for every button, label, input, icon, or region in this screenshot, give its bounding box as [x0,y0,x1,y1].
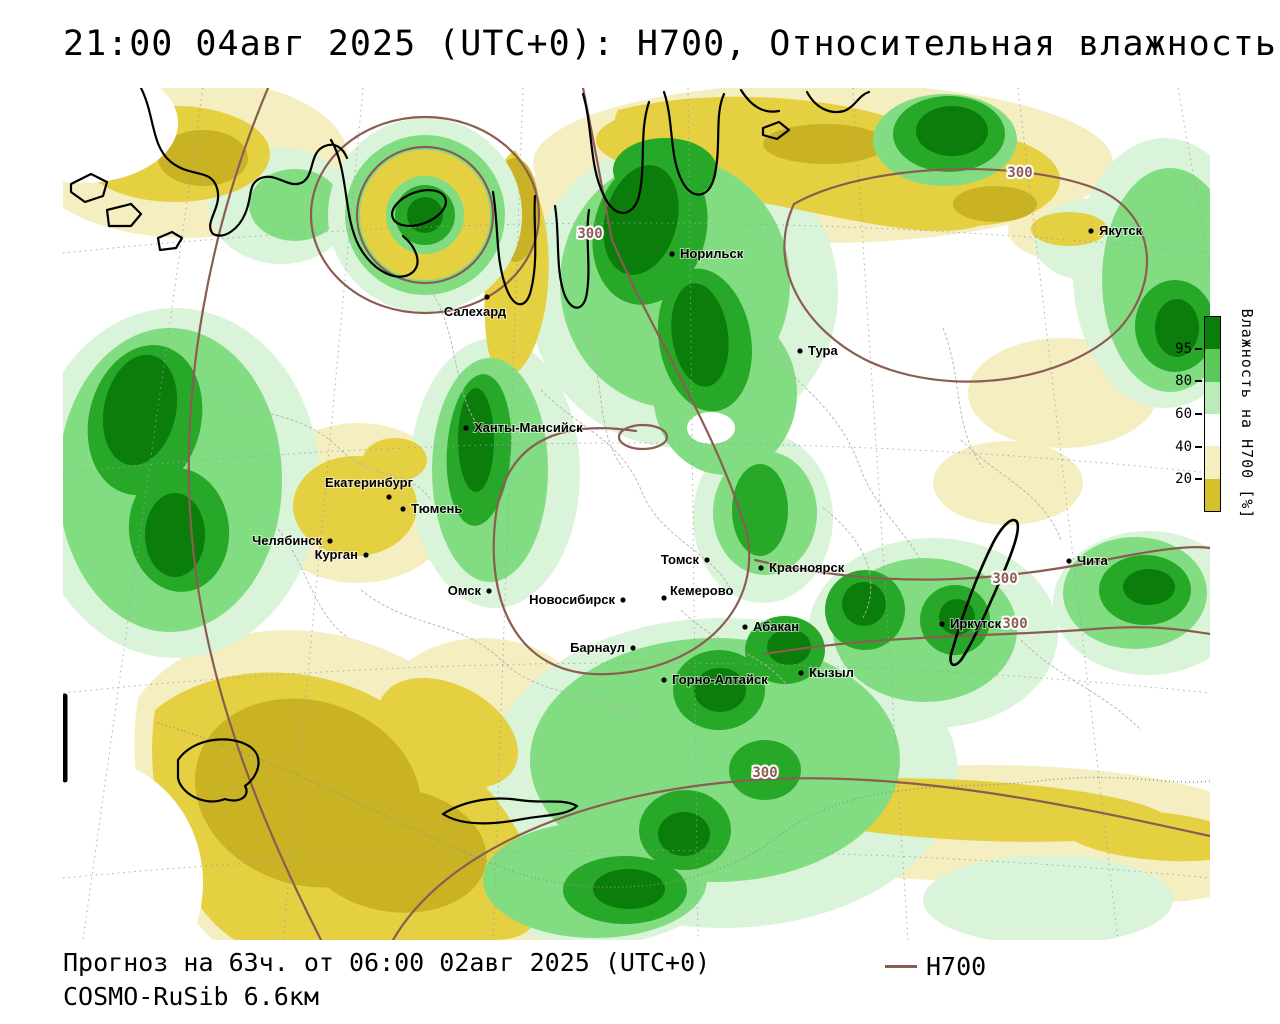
city-dot [363,552,369,558]
city-marker: Иркутск [939,615,1003,632]
colorbar-segment [1205,317,1220,350]
city-dot [386,494,392,500]
city-label: Барнаул [570,640,625,655]
national-boundary [157,722,1210,888]
city-label: Чита [1077,553,1108,568]
city-dot [463,425,469,431]
colorbar-segment [1205,478,1220,511]
city-dot [758,565,764,571]
city-marker: Новосибирск [528,591,626,608]
city-dot [704,557,710,563]
colorbar-segment [1205,446,1220,479]
contour-value-label: 300 [1007,165,1032,181]
city-marker: Барнаул [569,639,636,656]
map-canvas: 300 300 300 300 300 Норильск Якутск Салехард Ту… [63,88,1210,940]
city-dot [486,588,492,594]
city-marker: Абакан [742,618,800,635]
city-label: Тура [808,343,838,358]
city-label: Екатеринбург [325,475,414,490]
contour-label-layer: 300 300 300 300 300 [575,163,1034,783]
city-marker: Кемерово [661,582,735,601]
city-dot [630,645,636,651]
city-dot [400,506,406,512]
city-label: Кызыл [809,665,854,680]
height-contours [187,88,1210,940]
colorbar-tick: 20 [1175,472,1202,486]
contour-value-label: 300 [577,226,602,242]
city-dot [327,538,333,544]
city-marker: Тура [797,342,839,359]
colorbar-ticks: 95 80 60 40 20 [1158,316,1202,512]
city-dot [484,294,490,300]
colorbar-tick: 40 [1175,440,1202,454]
colorbar-tick: 95 [1175,342,1202,356]
city-marker: Горно-Алтайск [661,671,769,688]
colorbar-tick: 60 [1175,407,1202,421]
city-marker: Норильск [669,245,745,262]
city-label: Салехард [444,304,507,319]
city-layer: Норильск Якутск Салехард Тура Ханты-Мансийск… [251,222,1144,688]
coastlines [63,88,1020,825]
city-marker: Ханты-Мансийск [463,419,584,436]
city-marker: Кызыл [798,664,855,681]
colorbar-gradient [1204,316,1221,512]
city-dot [661,595,667,601]
city-label: Норильск [680,246,744,261]
city-marker: Курган [314,546,369,563]
city-label: Абакан [753,619,799,634]
legend-label: H700 [926,952,987,981]
colorbar-segment [1205,413,1220,447]
city-dot [669,251,675,257]
city-marker: Салехард [443,294,508,320]
city-marker: Челябинск [251,532,333,549]
city-label: Курган [315,547,358,562]
city-label: Омск [448,583,482,598]
city-marker: Чита [1066,552,1109,569]
contour-value-label: 300 [1002,616,1027,632]
colorbar-segment [1205,381,1220,414]
city-marker: Томск [660,551,710,568]
contour-value-label: 300 [992,571,1017,587]
colorbar-segment [1205,349,1220,382]
city-label: Кемерово [670,583,734,598]
city-dot [1066,558,1072,564]
city-marker: Тюмень [400,500,463,517]
city-dot [620,597,626,603]
contour-value-label: 300 [752,765,777,781]
legend-line-swatch [885,965,917,968]
city-label: Челябинск [252,533,322,548]
city-label: Томск [661,552,700,567]
city-label: Тюмень [411,501,462,516]
city-label: Иркутск [950,616,1002,631]
city-marker: Омск [447,582,492,599]
city-marker: Якутск [1088,222,1144,239]
city-dot [798,670,804,676]
map-title: 21:00 04авг 2025 (UTC+0): H700, Относите… [63,24,1277,64]
city-dot [797,348,803,354]
humidity-shading [63,88,1210,940]
map-svg: 300 300 300 300 300 Норильск Якутск Салехард Ту… [63,88,1210,940]
city-label: Горно-Алтайск [672,672,768,687]
city-label: Новосибирск [529,592,615,607]
city-label: Ханты-Мансийск [474,420,583,435]
city-label: Красноярск [769,560,845,575]
city-marker: Екатеринбург [324,474,415,500]
city-dot [939,621,945,627]
forecast-info-line: Прогноз на 63ч. от 06:00 02авг 2025 (UTC… [63,948,711,977]
colorbar-tick: 80 [1175,374,1202,388]
colorbar-axis: Влажность на H700 [%] [1230,309,1264,520]
city-dot [661,677,667,683]
city-dot [742,624,748,630]
city-dot [1088,228,1094,234]
city-marker: Красноярск [758,559,846,576]
admin-boundaries [210,289,1142,731]
city-label: Якутск [1099,223,1143,238]
contour-legend: H700 [885,952,986,981]
colorbar: 95 80 60 40 20 Влажность на H700 [%] [1158,309,1270,520]
colorbar-axis-label: Влажность на H700 [%] [1238,308,1256,520]
model-info-line: COSMO-RuSib 6.6км [63,982,319,1011]
